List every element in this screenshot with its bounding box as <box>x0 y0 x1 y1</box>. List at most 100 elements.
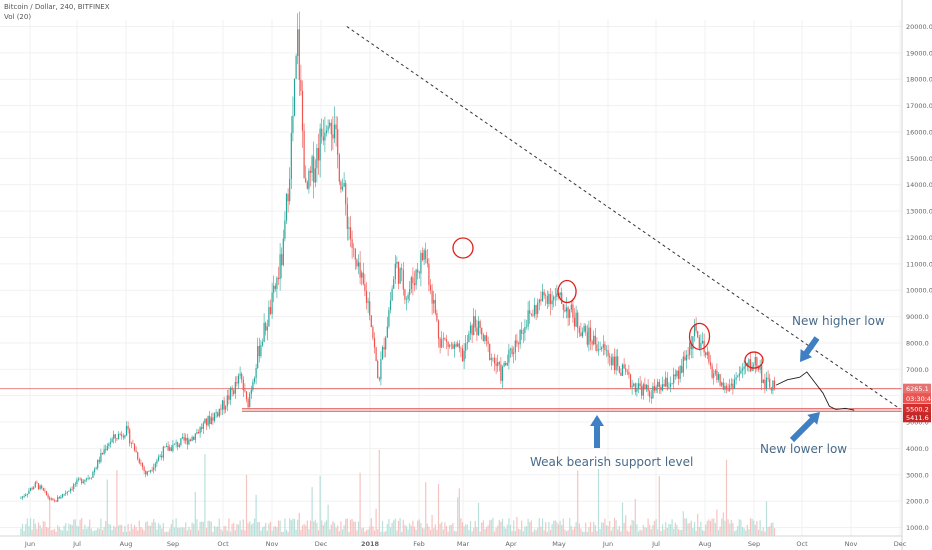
volume-bar <box>213 525 216 536</box>
candle-body <box>57 497 59 502</box>
candle-body <box>413 283 416 286</box>
annotation-arrows <box>590 336 820 448</box>
volume-bar <box>66 530 68 536</box>
candle-body <box>330 122 332 135</box>
annotation-new-lower-low: New lower low <box>760 442 847 456</box>
candle-body <box>305 178 307 182</box>
candle-body <box>345 182 347 205</box>
candle-body <box>49 497 51 500</box>
candle-body <box>324 132 326 141</box>
time-axis[interactable]: Jun Jul Aug Sep Oct Nov Dec 2018 Feb Mar Apr May Jun… <box>0 535 907 548</box>
volume-bar <box>426 523 428 536</box>
volume-bar <box>543 530 545 536</box>
candle-body <box>532 314 534 316</box>
candle-body <box>373 337 376 348</box>
volume-bar <box>289 518 291 536</box>
candle-body <box>287 193 289 202</box>
candle-body <box>711 365 713 378</box>
volume-bar <box>385 531 387 536</box>
candle-body <box>719 374 721 386</box>
candle-body <box>725 385 728 390</box>
volume-bar <box>383 531 385 536</box>
horizontal-levels[interactable] <box>0 388 902 412</box>
volume-bar <box>743 528 745 536</box>
candle-body <box>682 356 684 373</box>
volume-bar <box>52 529 54 536</box>
volume-bar <box>341 529 344 536</box>
price-axis[interactable]: 1000.02000.03000.04000.05000.06000.07000… <box>901 0 932 550</box>
volume-bar <box>375 508 377 536</box>
volume-bar <box>335 527 337 536</box>
candle-body <box>265 322 267 331</box>
candle-body <box>689 342 691 356</box>
volume-bar <box>735 529 737 536</box>
volume-bar <box>455 531 457 536</box>
volume-bar <box>153 518 155 536</box>
candle-body <box>193 436 195 440</box>
candle-body <box>82 481 84 484</box>
candle-body <box>661 384 664 391</box>
badge-level-5411: 5411.6 <box>906 414 929 422</box>
candle-body <box>375 347 377 361</box>
volume-bar <box>354 521 356 536</box>
volume-bar <box>540 526 542 536</box>
volume-bar <box>748 529 750 536</box>
candle-body <box>297 29 299 57</box>
candle-body <box>482 334 484 341</box>
volume-bar <box>117 525 120 536</box>
candle-body <box>687 354 689 356</box>
volume-bar <box>609 520 611 536</box>
candle-body <box>73 484 75 490</box>
time-tick-label: Feb <box>413 540 425 548</box>
candle-body <box>153 467 155 471</box>
volume-bar <box>252 523 254 536</box>
volume-bar <box>241 529 243 536</box>
candle-body <box>338 154 340 182</box>
volume-bar <box>772 522 774 536</box>
volume-bar <box>604 518 606 536</box>
candle-body <box>452 344 454 349</box>
volume-bar <box>301 525 304 536</box>
volume-bar <box>618 525 620 536</box>
candle-body <box>466 342 468 344</box>
price-tick-label: 2000.0 <box>906 498 929 506</box>
volume-bar <box>257 522 259 536</box>
candle-body <box>42 488 44 491</box>
volume-bar <box>594 525 596 536</box>
candle-body <box>197 432 200 434</box>
volume-bar <box>453 531 456 536</box>
descending-trendline[interactable] <box>346 26 901 410</box>
candle-body <box>615 356 617 371</box>
candle-body <box>505 362 507 366</box>
candle-body <box>548 294 550 304</box>
annotation-weak-support: Weak bearish support level <box>530 455 693 469</box>
candle-body <box>273 285 275 293</box>
candle-body <box>588 327 590 345</box>
candle-body <box>669 383 672 387</box>
candle-body <box>277 277 280 280</box>
candle-body <box>111 438 113 443</box>
volume-bar <box>111 530 113 536</box>
volume-bar <box>413 526 416 536</box>
volume-bar <box>37 522 40 536</box>
volume-bar <box>421 528 424 536</box>
volume-bar <box>253 518 256 536</box>
volume-bar <box>244 530 246 536</box>
candle-body <box>340 181 342 190</box>
volume-bar <box>647 518 649 536</box>
volume-bar <box>503 526 505 536</box>
volume-bar <box>276 527 278 536</box>
volume-bar <box>74 519 76 536</box>
candle-body <box>525 326 528 328</box>
volume-bar <box>650 529 652 536</box>
volume-bar <box>617 529 619 536</box>
volume-bar <box>465 524 467 536</box>
volume-bar <box>273 526 275 536</box>
volume-bar <box>505 528 507 536</box>
candle-body <box>87 477 89 479</box>
volume-bar <box>700 521 702 536</box>
candle-body <box>583 325 585 332</box>
volume-bar <box>525 526 528 536</box>
candle-body <box>309 170 312 173</box>
